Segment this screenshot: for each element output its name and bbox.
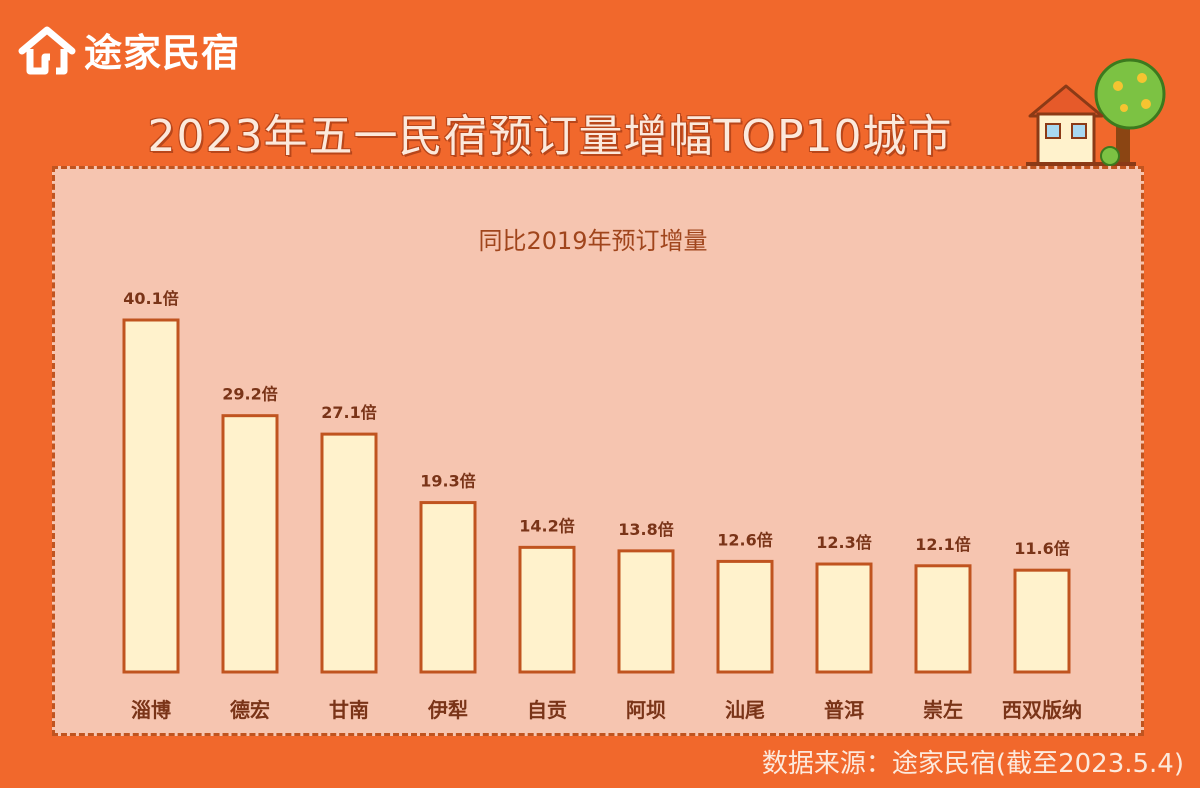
bar-9 <box>1013 568 1071 674</box>
bar-5 <box>617 549 675 674</box>
data-label-2: 27.1倍 <box>321 403 376 422</box>
category-label-9: 西双版纳 <box>1002 698 1082 722</box>
category-label-4: 自贡 <box>527 698 567 722</box>
bar-0 <box>122 318 180 674</box>
category-label-5: 阿坝 <box>626 698 666 722</box>
bar-1 <box>221 414 279 674</box>
data-label-5: 13.8倍 <box>618 520 673 539</box>
page-title: 2023年五一民宿预订量增幅TOP10城市 <box>147 111 953 162</box>
category-label-3: 伊犁 <box>427 698 468 722</box>
house-tree-illustration <box>1026 58 1166 167</box>
category-label-2: 甘南 <box>329 698 369 722</box>
brand-logo: 途家民宿 <box>18 22 240 77</box>
brand-name: 途家民宿 <box>84 31 241 75</box>
category-label-8: 崇左 <box>923 698 963 722</box>
data-label-1: 29.2倍 <box>222 385 277 404</box>
bar-4 <box>518 545 576 674</box>
bar-8 <box>914 564 972 674</box>
data-label-8: 12.1倍 <box>915 535 970 554</box>
data-label-4: 14.2倍 <box>519 516 574 535</box>
data-label-9: 11.6倍 <box>1014 539 1069 558</box>
data-label-6: 12.6倍 <box>717 530 772 549</box>
data-label-7: 12.3倍 <box>816 533 871 552</box>
chart-title: 同比2019年预订增量 <box>478 227 707 255</box>
category-label-7: 普洱 <box>824 698 864 722</box>
bar-6 <box>716 559 774 674</box>
category-label-1: 德宏 <box>230 698 270 722</box>
data-label-3: 19.3倍 <box>420 472 475 491</box>
bar-3 <box>419 501 477 674</box>
category-label-0: 淄博 <box>131 698 171 722</box>
chart-panel: 同比2019年预订增量 40.1倍淄博 29.2倍德宏 27.1倍甘南 19.3倍伊犁… <box>52 166 1144 736</box>
home-logo-icon <box>18 26 76 74</box>
category-label-6: 汕尾 <box>725 698 765 722</box>
bar-7 <box>815 562 873 674</box>
data-source-note: 数据来源：途家民宿(截至2023.5.4) <box>761 749 1184 779</box>
data-label-0: 40.1倍 <box>123 289 178 308</box>
bar-2 <box>320 432 378 674</box>
